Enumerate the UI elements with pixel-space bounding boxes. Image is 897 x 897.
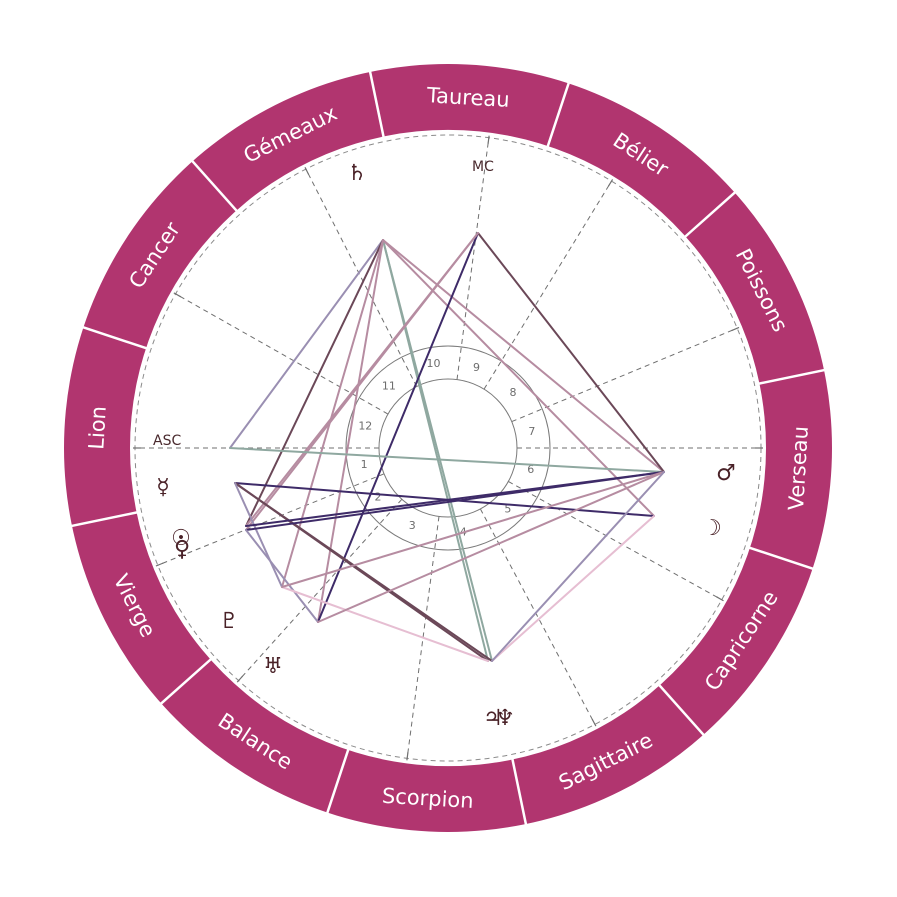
aspect-line-as-ma: [229, 447, 665, 473]
aspect-line-ve2-ur: [245, 529, 319, 623]
sign-divider: [748, 546, 814, 571]
aspect-line-sa-ve: [245, 239, 384, 527]
mc-label: MC: [472, 159, 494, 175]
sign-divider: [758, 368, 826, 385]
house-number-12: 12: [358, 420, 372, 433]
sun-icon: ☉: [171, 526, 191, 551]
house-cusp-tick: [236, 675, 244, 683]
sign-label-scorpion: Scorpion: [381, 784, 474, 813]
house-cusp-11: [305, 168, 418, 387]
house-number-6: 6: [527, 463, 534, 476]
house-cusp-6: [508, 481, 722, 601]
house-cusp-tick: [406, 752, 409, 761]
planet-glyphs: ♄ ♂ ☽ ☿ ☉♀ ♇ ♅ ♃♆: [156, 161, 736, 731]
aspect-line-me-ne2: [234, 482, 493, 662]
house-cusp-2: [157, 473, 385, 566]
inner-dashed-circle: [134, 134, 762, 762]
jupiter-icon: ♃: [483, 706, 503, 731]
sign-divider: [70, 511, 138, 528]
house-cusp-9: [483, 180, 612, 390]
aspect-line-pl-ma: [281, 471, 665, 588]
aspect-line-me-pl: [234, 482, 283, 588]
sign-label-lion: Lion: [84, 405, 110, 450]
sign-divider: [82, 325, 148, 350]
aspect-line-pl-ne: [281, 586, 489, 662]
saturn-icon: ♄: [347, 161, 367, 186]
aspect-line-mc-ma: [477, 232, 665, 473]
house-cusp-lines: [133, 135, 763, 761]
aspect-line-sa-ne2: [382, 239, 493, 662]
aspect-line-sa-as: [229, 239, 384, 449]
house-cusp-tick: [731, 326, 740, 332]
house-cusp-8: [511, 327, 738, 423]
sign-divider: [159, 657, 213, 706]
neptune-icon: ♆: [495, 706, 515, 731]
house-number-5: 5: [504, 502, 511, 515]
house-number-9: 9: [473, 361, 480, 374]
house-cusp-5: [479, 508, 596, 725]
aspect-line-ur-ma: [317, 471, 665, 623]
house-number-11: 11: [382, 380, 396, 393]
house-number-2: 2: [374, 491, 381, 504]
moon-icon: ☽: [702, 516, 722, 541]
house-cusp-10: [456, 137, 490, 380]
house-number-8: 8: [510, 386, 517, 399]
sign-dividers: [70, 70, 826, 826]
aspect-line-ma-ne2: [491, 471, 665, 662]
sign-divider: [368, 70, 385, 138]
house-cusp-tick: [304, 167, 310, 175]
house-cusp-tick: [155, 562, 164, 567]
sign-label-verseau: Verseau: [784, 425, 813, 511]
sign-divider: [511, 758, 528, 826]
aspect-lines: [229, 232, 665, 662]
house-number-7: 7: [528, 425, 535, 438]
house-cusp-tick: [173, 292, 182, 298]
house-cusp-tick: [716, 596, 724, 602]
aspect-line-mc-ur: [317, 232, 479, 623]
sign-divider: [190, 159, 239, 213]
pluto-icon: ♇: [219, 609, 239, 634]
house-cusp-3: [238, 498, 403, 681]
mercury-icon: ☿: [156, 475, 170, 500]
aspect-line-mc-ve2: [245, 232, 479, 531]
aspect-line-mo-ne2: [491, 515, 655, 662]
house-cusp-tick: [591, 718, 597, 727]
house-cusp-tick: [607, 179, 614, 187]
sign-divider: [683, 190, 737, 239]
aspect-line-ve2-ma: [245, 471, 665, 531]
house-inner-circle: [378, 378, 518, 518]
house-number-3: 3: [409, 519, 416, 532]
venus-icon: ♀: [174, 537, 190, 562]
aspect-line-sa-ma: [382, 239, 665, 473]
house-number-1: 1: [361, 458, 368, 471]
aspect-line-sa-mo: [382, 239, 655, 517]
house-outer-circle: [345, 345, 551, 551]
house-cusp-tick: [487, 135, 490, 144]
mars-icon: ♂: [716, 461, 736, 486]
asc-label: ASC: [153, 433, 181, 449]
aspect-line-sa-pl: [281, 239, 384, 588]
uranus-icon: ♅: [263, 654, 283, 679]
sign-divider: [657, 683, 706, 737]
sign-divider: [325, 748, 350, 814]
aspect-line-sa-ur: [317, 239, 384, 623]
sign-divider: [546, 82, 571, 148]
sign-label-taureau: Taureau: [425, 83, 510, 112]
house-number-10: 10: [427, 357, 441, 370]
